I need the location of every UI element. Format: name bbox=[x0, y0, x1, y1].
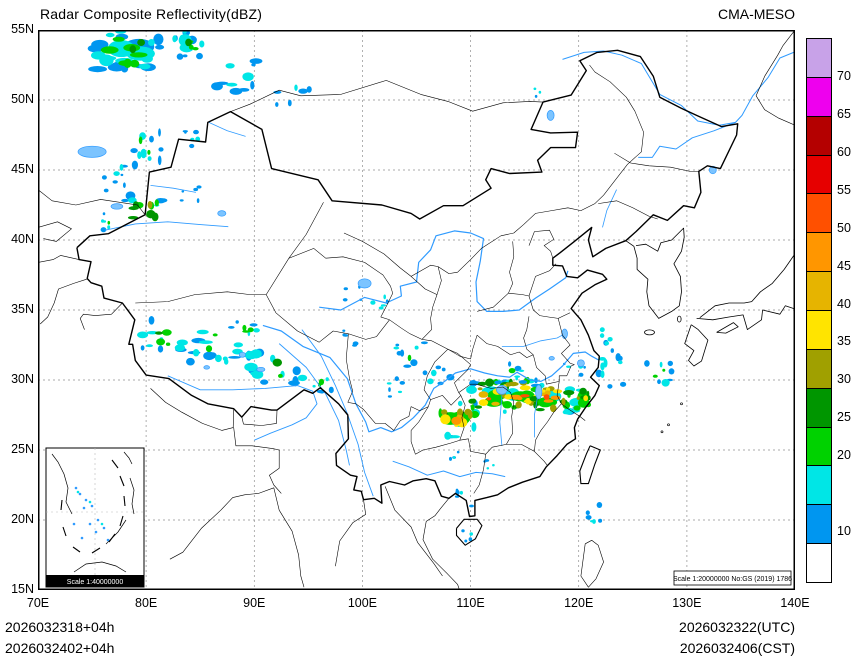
lon-axis-label: 100E bbox=[347, 596, 378, 610]
radar-echo-layer bbox=[87, 30, 675, 543]
colorbar-cell bbox=[807, 427, 831, 467]
china-radar-map: Scale 1:40000000 Scale 1:20000000 No:GS (… bbox=[38, 30, 795, 590]
colorbar-cell bbox=[807, 388, 831, 428]
colorbar-tick-label: 25 bbox=[837, 410, 851, 425]
valid-time-cst-label: 2026032406(CST) bbox=[679, 640, 795, 656]
colorbar-cell bbox=[807, 505, 831, 545]
lat-axis-label: 15N bbox=[11, 582, 34, 596]
colorbar-cell bbox=[807, 233, 831, 273]
inset-scale-label: Scale 1:40000000 bbox=[67, 579, 124, 586]
reflectivity-colorbar: 70 65 60 55 50 45 40 35 30 25 20 10 bbox=[806, 38, 860, 584]
colorbar-cell bbox=[807, 116, 831, 156]
colorbar-tick-label: 60 bbox=[837, 145, 851, 160]
colorbar-cell bbox=[807, 349, 831, 389]
map-scale-box: Scale 1:20000000 No:GS (2019) 1786 bbox=[673, 570, 792, 586]
colorbar-cell bbox=[807, 544, 831, 583]
colorbar-tick-label: 10 bbox=[837, 523, 851, 538]
valid-time-utc-label: 2026032322(UTC) bbox=[679, 619, 795, 635]
colorbar-tick-label: 55 bbox=[837, 182, 851, 197]
colorbar-cell bbox=[807, 311, 831, 350]
valid-time-block: 2026032322(UTC) 2026032406(CST) bbox=[679, 617, 795, 659]
lon-axis-label: 80E bbox=[135, 596, 158, 610]
lat-axis-label: 25N bbox=[11, 442, 34, 456]
lon-axis-label: 130E bbox=[672, 596, 702, 610]
colorbar-tick-label: 40 bbox=[837, 296, 851, 311]
province-borders-layer bbox=[135, 64, 699, 494]
colorbar-cell bbox=[807, 272, 831, 312]
colorbar-cell bbox=[807, 155, 831, 195]
lat-axis-label: 20N bbox=[11, 512, 34, 526]
lon-axis-label: 140E bbox=[780, 596, 810, 610]
colorbar-cell bbox=[807, 39, 831, 78]
model-name-label: CMA-MESO bbox=[718, 6, 795, 22]
lon-axis-label: 90E bbox=[243, 596, 266, 610]
init-time-block: 2026032318+04h 2026032402+04h bbox=[5, 617, 114, 659]
colorbar-cell bbox=[807, 77, 831, 117]
map-scale-label: Scale 1:20000000 No:GS (2019) 1786 bbox=[673, 576, 792, 583]
colorbar-cell bbox=[807, 466, 831, 506]
lon-axis-label: 120E bbox=[564, 596, 594, 610]
china-boundary-layer bbox=[76, 49, 739, 546]
colorbar-tick-label: 35 bbox=[837, 334, 851, 349]
lon-axis-label: 70E bbox=[26, 596, 50, 610]
lat-axis-label: 50N bbox=[11, 92, 34, 106]
rivers-layer bbox=[104, 50, 795, 497]
colorbar-tick-label: 20 bbox=[837, 447, 851, 462]
colorbar-tick-label: 50 bbox=[837, 220, 851, 235]
colorbar-tick-label: 45 bbox=[837, 258, 851, 273]
init-time-cst-label: 2026032402+04h bbox=[5, 640, 115, 656]
colorbar-cell bbox=[807, 194, 831, 234]
colorbar-tick-label: 70 bbox=[837, 69, 851, 84]
lat-axis-label: 30N bbox=[11, 372, 34, 386]
colorbar-cells bbox=[806, 38, 832, 584]
colorbar-tick-label: 65 bbox=[837, 107, 851, 122]
lat-axis-label: 55N bbox=[11, 22, 34, 36]
grid-layer bbox=[38, 30, 795, 590]
south-china-sea-inset: Scale 1:40000000 bbox=[45, 447, 145, 588]
chart-title: Radar Composite Reflectivity(dBZ) bbox=[40, 6, 263, 22]
neighbor-borders-layer bbox=[38, 30, 795, 590]
lat-axis-label: 40N bbox=[11, 232, 34, 246]
lakes-layer bbox=[77, 110, 717, 400]
lat-axis-label: 45N bbox=[11, 162, 34, 176]
lon-axis-label: 110E bbox=[456, 596, 485, 610]
map-frame bbox=[38, 30, 795, 590]
init-time-utc-label: 2026032318+04h bbox=[5, 619, 115, 635]
lat-axis-label: 35N bbox=[11, 302, 34, 316]
map-layers bbox=[38, 30, 795, 590]
colorbar-tick-label: 30 bbox=[837, 372, 851, 387]
